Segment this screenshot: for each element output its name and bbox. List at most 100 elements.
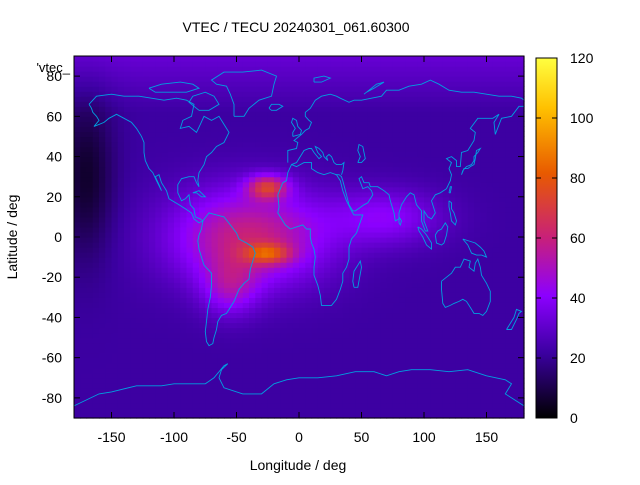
heatmap-cell bbox=[167, 66, 175, 72]
heatmap-cell bbox=[80, 96, 88, 102]
heatmap-cell bbox=[411, 211, 419, 218]
heatmap-cell bbox=[92, 252, 100, 258]
heatmap-cell bbox=[430, 297, 438, 303]
heatmap-cell bbox=[455, 106, 463, 112]
heatmap-cell bbox=[236, 71, 244, 77]
heatmap-cell bbox=[142, 397, 150, 404]
heatmap-cell bbox=[161, 372, 169, 379]
heatmap-cell bbox=[199, 407, 206, 414]
heatmap-cell bbox=[74, 71, 81, 77]
heatmap-cell bbox=[305, 131, 313, 138]
heatmap-cell bbox=[417, 76, 425, 82]
heatmap-cell bbox=[342, 397, 350, 404]
heatmap-cell bbox=[186, 287, 194, 293]
heatmap-cell bbox=[511, 131, 519, 138]
heatmap-cell bbox=[436, 206, 444, 213]
heatmap-cell bbox=[492, 166, 500, 173]
heatmap-cell bbox=[192, 307, 200, 314]
heatmap-cell bbox=[105, 242, 113, 248]
heatmap-cell bbox=[374, 91, 381, 97]
heatmap-cell bbox=[124, 352, 131, 359]
heatmap-cell bbox=[224, 362, 231, 369]
heatmap-cell bbox=[142, 302, 150, 308]
heatmap-cell bbox=[386, 267, 394, 273]
heatmap-cell bbox=[199, 101, 206, 107]
heatmap-cell bbox=[436, 121, 444, 127]
heatmap-cell bbox=[467, 302, 475, 308]
heatmap-cell bbox=[86, 257, 94, 263]
heatmap-cell bbox=[517, 327, 525, 334]
heatmap-cell bbox=[436, 262, 444, 268]
heatmap-cell bbox=[417, 397, 425, 404]
heatmap-cell bbox=[336, 181, 344, 188]
heatmap-cell bbox=[311, 196, 319, 203]
heatmap-cell bbox=[424, 106, 431, 112]
heatmap-cell bbox=[74, 206, 81, 213]
heatmap-cell bbox=[249, 297, 256, 303]
heatmap-cell bbox=[474, 367, 481, 374]
heatmap-cell bbox=[361, 237, 369, 243]
heatmap-cell bbox=[249, 317, 256, 324]
heatmap-cell bbox=[105, 196, 113, 203]
heatmap-cell bbox=[486, 252, 494, 258]
heatmap-cell bbox=[492, 317, 500, 324]
heatmap-cell bbox=[242, 221, 250, 228]
heatmap-cell bbox=[111, 282, 119, 288]
heatmap-cell bbox=[380, 191, 388, 198]
heatmap-cell bbox=[455, 226, 463, 233]
heatmap-cell bbox=[411, 151, 419, 158]
heatmap-cell bbox=[367, 171, 375, 178]
heatmap-cell bbox=[311, 302, 319, 308]
heatmap-cell bbox=[417, 196, 425, 203]
heatmap-cell bbox=[449, 242, 456, 248]
heatmap-cell bbox=[436, 347, 444, 354]
heatmap-cell bbox=[249, 146, 256, 153]
heatmap-cell bbox=[174, 131, 181, 138]
heatmap-cell bbox=[455, 382, 463, 389]
heatmap-cell bbox=[292, 312, 300, 319]
heatmap-cell bbox=[386, 206, 394, 213]
heatmap-cell bbox=[224, 302, 231, 308]
heatmap-cell bbox=[242, 76, 250, 82]
heatmap-cell bbox=[342, 126, 350, 133]
heatmap-cell bbox=[155, 146, 163, 153]
heatmap-cell bbox=[192, 71, 200, 77]
heatmap-cell bbox=[486, 131, 494, 138]
heatmap-cell bbox=[205, 277, 213, 283]
heatmap-cell bbox=[111, 302, 119, 308]
heatmap-cell bbox=[155, 191, 163, 198]
heatmap-cell bbox=[105, 317, 113, 324]
heatmap-cell bbox=[236, 181, 244, 188]
heatmap-cell bbox=[467, 412, 475, 419]
heatmap-cell bbox=[424, 407, 431, 414]
heatmap-cell bbox=[86, 387, 94, 394]
heatmap-cell bbox=[92, 332, 100, 339]
heatmap-cell bbox=[292, 201, 300, 208]
heatmap-cell bbox=[205, 66, 213, 72]
heatmap-cell bbox=[405, 136, 413, 143]
heatmap-cell bbox=[361, 332, 369, 339]
heatmap-cell bbox=[417, 191, 425, 198]
heatmap-cell bbox=[355, 101, 363, 107]
heatmap-cell bbox=[449, 292, 456, 298]
heatmap-cell bbox=[205, 402, 213, 409]
heatmap-cell bbox=[499, 307, 506, 314]
heatmap-cell bbox=[230, 247, 238, 253]
heatmap-cell bbox=[199, 181, 206, 188]
heatmap-cell bbox=[105, 76, 113, 82]
heatmap-cell bbox=[111, 407, 119, 414]
heatmap-cell bbox=[449, 252, 456, 258]
heatmap-cell bbox=[386, 201, 394, 208]
heatmap-cell bbox=[417, 377, 425, 384]
heatmap-cell bbox=[99, 237, 106, 243]
heatmap-cell bbox=[311, 141, 319, 148]
heatmap-cell bbox=[349, 302, 356, 308]
heatmap-cell bbox=[505, 362, 513, 369]
heatmap-cell bbox=[92, 407, 100, 414]
heatmap-cell bbox=[167, 247, 175, 253]
heatmap-cell bbox=[374, 282, 381, 288]
heatmap-cell bbox=[430, 322, 438, 329]
heatmap-cell bbox=[142, 66, 150, 72]
heatmap-cell bbox=[155, 387, 163, 394]
heatmap-cell bbox=[517, 156, 525, 163]
